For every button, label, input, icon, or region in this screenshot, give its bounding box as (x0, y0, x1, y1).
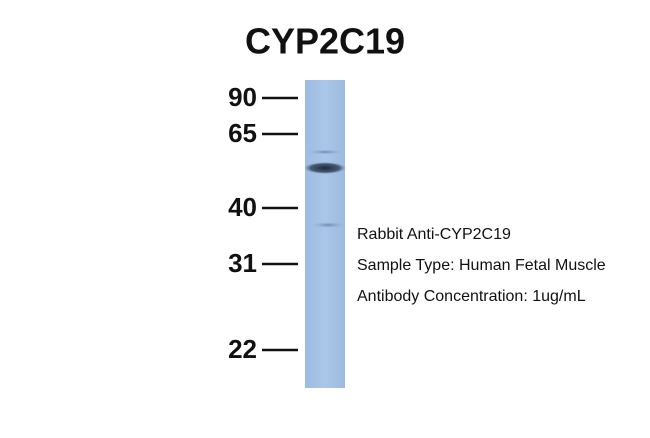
band (304, 162, 346, 174)
band (307, 149, 343, 155)
marker-label: 90 (228, 82, 257, 112)
annotations: Rabbit Anti-CYP2C19 Sample Type: Human Fe… (357, 226, 606, 305)
annotation: Antibody Concentration: 1ug/mL (357, 288, 586, 305)
marker-label: 22 (228, 334, 257, 364)
title: CYP2C19 (245, 21, 405, 62)
band (311, 222, 345, 228)
gel-lane (305, 80, 345, 388)
marker-label: 65 (228, 118, 257, 148)
marker-ladder: 90 65 40 31 22 (228, 82, 298, 364)
annotation: Rabbit Anti-CYP2C19 (357, 226, 511, 243)
marker-label: 40 (228, 192, 257, 222)
annotation: Sample Type: Human Fetal Muscle (357, 257, 606, 274)
marker-label: 31 (228, 248, 257, 278)
